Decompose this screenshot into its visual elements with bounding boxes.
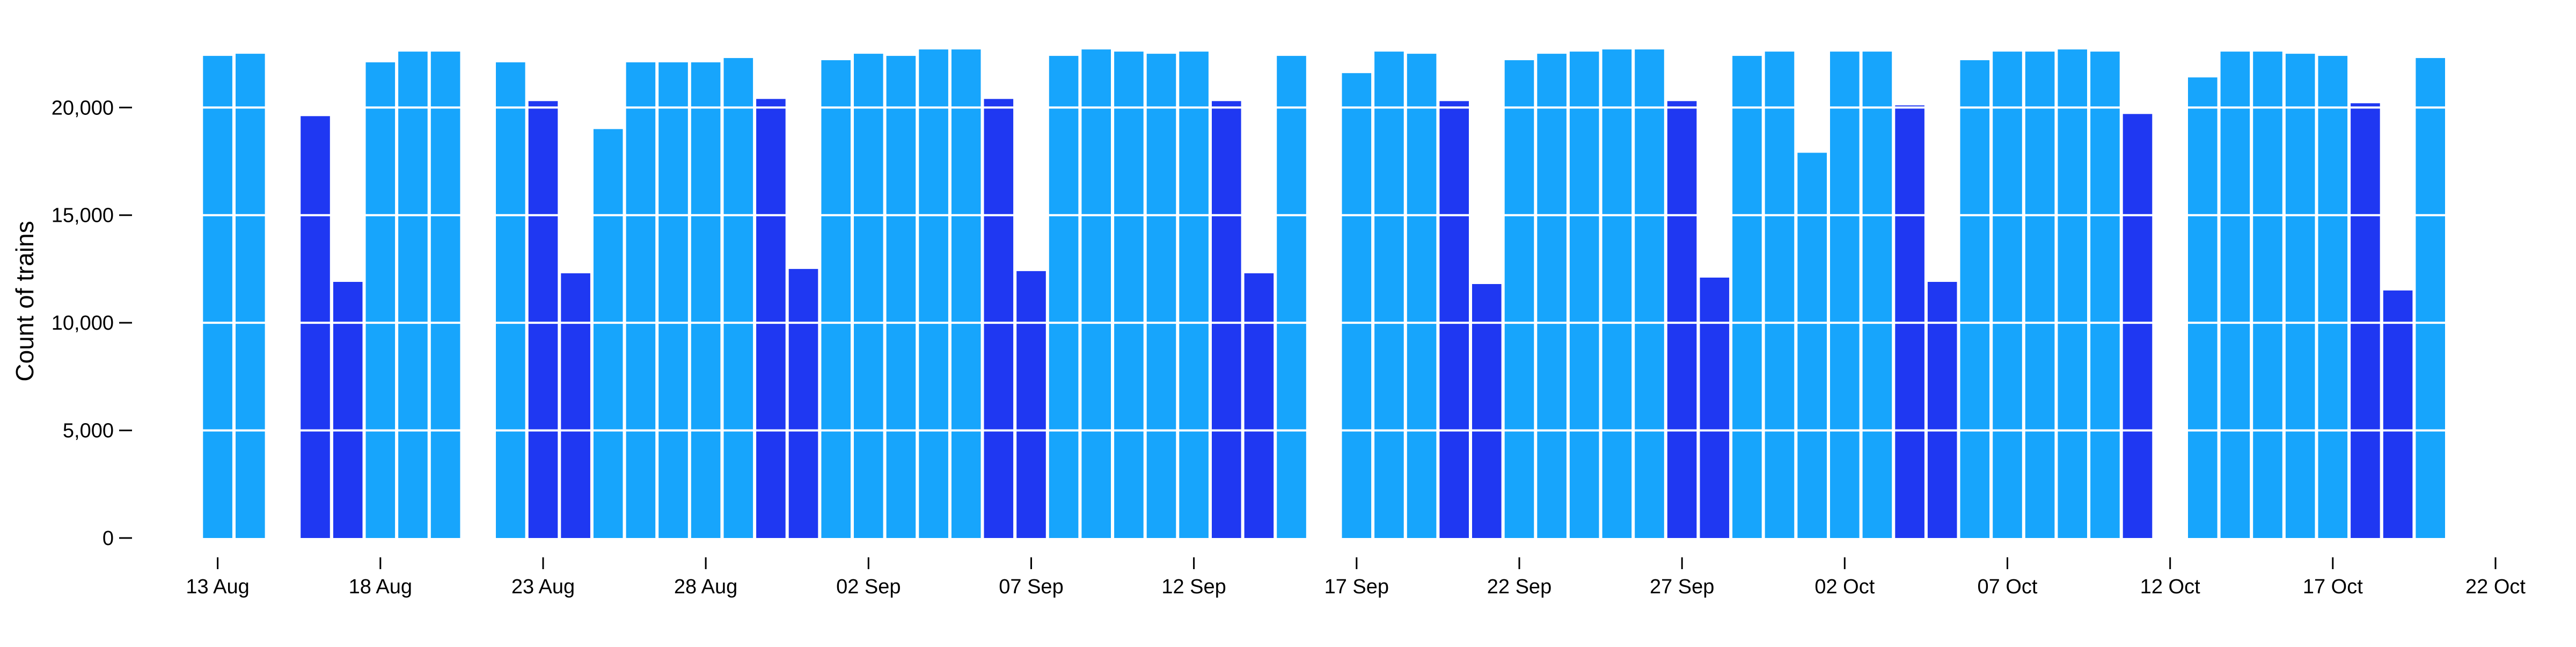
x-tick-label-2025-08-28: 28 Aug [674, 576, 737, 598]
bar-2025-09-12 [1179, 52, 1209, 539]
bar-2025-09-11 [1146, 54, 1176, 539]
bar-2025-09-28 [1700, 278, 1730, 538]
x-tick-label-2025-10-17: 17 Oct [2303, 576, 2363, 598]
bar-2025-10-13 [2188, 77, 2218, 538]
bar-2025-10-07 [1993, 52, 2022, 539]
bar-2025-10-02 [1830, 52, 1860, 539]
x-tick-label-2025-09-27: 27 Sep [1650, 576, 1714, 598]
bar-2025-09-22 [1504, 60, 1534, 539]
bar-2025-09-30 [1765, 52, 1795, 539]
x-tick-label-2025-08-13: 13 Aug [186, 576, 249, 598]
y-axis: 0 5,000 10,000 15,000 20,000 [52, 97, 132, 550]
bar-2025-09-09 [1081, 49, 1111, 539]
x-tick-label-2025-08-23: 23 Aug [511, 576, 575, 598]
bars-layer [203, 49, 2445, 539]
bar-2025-09-24 [1569, 52, 1599, 539]
bar-2025-09-26 [1635, 49, 1664, 539]
bar-2025-08-23 [528, 101, 558, 539]
bar-2025-10-08 [2025, 52, 2055, 539]
x-tick-label-2025-09-17: 17 Sep [1324, 576, 1389, 598]
y-tick-label-5000: 5,000 [63, 420, 114, 442]
bar-2025-08-14 [236, 54, 265, 539]
bar-2025-09-04 [919, 49, 948, 539]
bar-2025-10-03 [1862, 52, 1892, 539]
bar-2025-09-17 [1342, 73, 1372, 538]
bar-2025-08-25 [593, 129, 623, 538]
bar-2025-09-02 [854, 54, 883, 539]
bar-2025-10-19 [2383, 290, 2413, 538]
bar-2025-08-31 [788, 268, 818, 538]
y-tick-label-0: 0 [103, 527, 114, 550]
x-tick-label-2025-10-02: 02 Oct [1814, 576, 1875, 598]
bar-2025-09-08 [1049, 56, 1079, 539]
bar-2025-09-15 [1277, 56, 1306, 539]
bar-2025-08-28 [691, 62, 721, 539]
bar-2025-09-20 [1439, 101, 1469, 539]
bar-2025-08-30 [756, 99, 786, 539]
bar-2025-09-27 [1667, 101, 1697, 539]
bar-2025-09-29 [1732, 56, 1762, 539]
bar-2025-09-14 [1244, 273, 1274, 538]
bar-2025-09-18 [1374, 52, 1404, 539]
bar-2025-10-18 [2351, 103, 2380, 539]
bar-2025-09-01 [821, 60, 851, 539]
bar-2025-10-11 [2123, 114, 2153, 539]
bar-2025-08-22 [496, 62, 525, 539]
x-tick-label-2025-08-18: 18 Aug [349, 576, 412, 598]
bar-2025-10-06 [1960, 60, 1990, 539]
bar-2025-09-21 [1472, 284, 1502, 538]
y-tick-label-20000: 20,000 [52, 97, 114, 119]
bar-2025-10-01 [1797, 152, 1827, 538]
x-tick-label-2025-10-12: 12 Oct [2140, 576, 2200, 598]
bar-2025-09-23 [1537, 54, 1567, 539]
bar-2025-08-16 [301, 116, 330, 539]
bar-2025-08-29 [723, 58, 753, 539]
x-tick-label-2025-09-02: 02 Sep [836, 576, 901, 598]
x-tick-label-2025-09-07: 07 Sep [999, 576, 1063, 598]
bar-2025-10-14 [2220, 52, 2250, 539]
bar-2025-10-09 [2058, 49, 2087, 539]
y-tick-label-15000: 15,000 [52, 205, 114, 227]
bar-2025-10-17 [2318, 56, 2348, 539]
y-tick-label-10000: 10,000 [52, 312, 114, 335]
bar-2025-08-26 [626, 62, 656, 539]
bar-2025-10-15 [2253, 52, 2282, 539]
bar-2025-08-17 [333, 282, 363, 538]
bar-2025-08-19 [398, 52, 428, 539]
bar-2025-08-24 [561, 273, 590, 538]
x-tick-label-2025-10-22: 22 Oct [2465, 576, 2526, 598]
bar-2025-10-05 [1927, 282, 1957, 538]
bar-2025-09-06 [984, 99, 1014, 539]
bar-2025-09-13 [1212, 101, 1241, 539]
gridlines [185, 106, 2496, 432]
bar-2025-10-10 [2090, 52, 2120, 539]
bar-2025-09-03 [886, 56, 916, 539]
x-tick-label-2025-10-07: 07 Oct [1978, 576, 2038, 598]
bar-2025-08-18 [365, 62, 396, 539]
x-tick-label-2025-09-12: 12 Sep [1161, 576, 1226, 598]
x-axis: 13 Aug 18 Aug 23 Aug 28 Aug 02 Sep 07 Sep 12 S… [186, 557, 2526, 598]
bar-2025-09-19 [1407, 54, 1437, 539]
x-tick-label-2025-09-22: 22 Sep [1487, 576, 1552, 598]
bar-2025-08-27 [658, 62, 688, 539]
bar-2025-09-25 [1602, 49, 1632, 539]
bar-2025-09-10 [1114, 52, 1144, 539]
y-axis-title: Count of trains [11, 221, 39, 381]
bar-2025-09-05 [951, 49, 981, 539]
bar-2025-10-16 [2285, 54, 2315, 539]
bar-2025-09-07 [1016, 271, 1046, 538]
bar-2025-08-20 [430, 52, 460, 539]
bar-2025-10-20 [2416, 58, 2445, 539]
bar-2025-08-13 [203, 56, 232, 539]
